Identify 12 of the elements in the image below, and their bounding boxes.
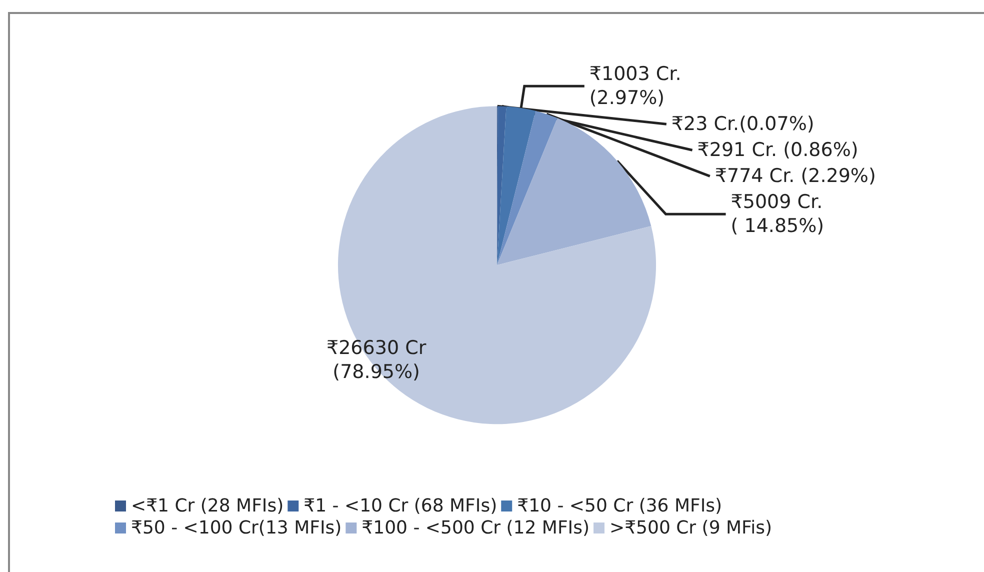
legend-label: ₹50 - <100 Cr(13 MFIs) [131,518,342,538]
data-label: ₹1003 Cr. (2.97%) [589,63,682,110]
legend-label: >₹500 Cr (9 MFis) [610,518,772,538]
data-label: ₹5009 Cr. ( 14.85%) [730,191,824,238]
legend-label: <₹1 Cr (28 MFIs) [131,496,284,516]
data-label: ₹774 Cr. (2.29%) [714,165,876,188]
data-label: ₹23 Cr.(0.07%) [671,113,814,136]
data-label: ₹291 Cr. (0.86%) [697,139,858,162]
legend-label: ₹10 - <50 Cr (36 MFIs) [517,496,722,516]
legend-label: ₹100 - <500 Cr (12 MFIs) [362,518,590,538]
data-label: ₹26630 Cr (78.95%) [326,337,426,384]
legend-label: ₹1 - <10 Cr (68 MFIs) [304,496,498,516]
